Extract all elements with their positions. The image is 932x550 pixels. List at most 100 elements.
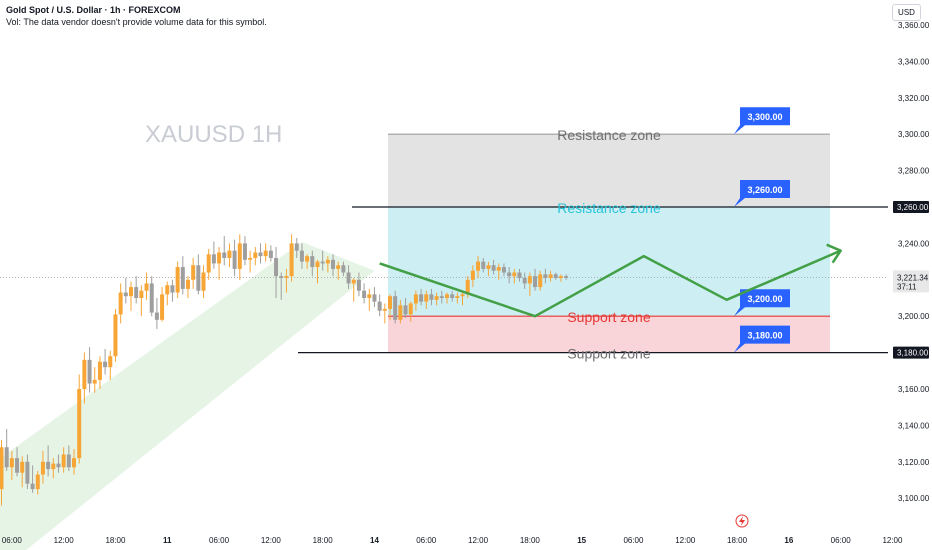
candle-body: [15, 458, 20, 473]
axis-badge: [893, 346, 929, 359]
candle: [253, 247, 258, 266]
candle: [134, 276, 139, 304]
zone-label-2: Support zone: [567, 309, 650, 325]
candle: [248, 250, 253, 273]
price-badge-1: 3,260.00: [734, 180, 790, 207]
lightning-icon: [739, 516, 745, 526]
candle-body: [248, 257, 253, 260]
candle: [367, 288, 372, 311]
candle: [30, 465, 35, 493]
candle-body: [496, 267, 501, 271]
candle-body: [336, 265, 341, 269]
candle-body: [331, 259, 336, 269]
countdown-label: 37:11: [897, 282, 917, 291]
candle: [232, 239, 237, 277]
x-tick-label: 12:00: [468, 536, 489, 545]
symbol-watermark: XAUUSD 1H: [145, 121, 282, 148]
candle: [97, 356, 102, 389]
candle-body: [4, 447, 9, 468]
candle: [103, 348, 108, 375]
candle: [315, 259, 320, 284]
candle-body: [382, 308, 387, 311]
candle-body: [139, 290, 144, 298]
candle: [211, 241, 216, 269]
candle: [4, 429, 9, 471]
candle: [72, 449, 77, 475]
candle-body: [413, 294, 418, 304]
candle-body: [97, 361, 102, 380]
x-tick-label: 18:00: [520, 536, 541, 545]
candle: [289, 234, 294, 282]
candle: [325, 256, 330, 273]
candle-body: [548, 274, 553, 278]
candle-body: [408, 303, 413, 315]
x-tick-label: 06:00: [623, 536, 644, 545]
y-tick-label: 3,340.00: [898, 57, 930, 66]
x-tick-label: 06:00: [416, 536, 437, 545]
candle-body: [450, 294, 455, 298]
candle-body: [196, 265, 201, 291]
candle: [46, 445, 51, 477]
candle: [476, 256, 481, 278]
candle: [77, 374, 82, 464]
x-tick-label: 12:00: [675, 536, 696, 545]
x-tick-label: 06:00: [209, 536, 230, 545]
x-tick-label: 16: [784, 536, 793, 545]
candle: [543, 268, 548, 284]
candle-body: [25, 461, 30, 484]
candle-body: [144, 283, 149, 291]
y-tick-label: 3,300.00: [898, 130, 930, 139]
candle-body: [0, 447, 4, 490]
projection-path: [379, 249, 842, 318]
candle-body: [253, 252, 258, 258]
candle-body: [123, 292, 128, 297]
candle: [310, 250, 315, 277]
candle-body: [274, 257, 279, 277]
candle-body: [346, 272, 351, 284]
candle: [320, 250, 325, 271]
candle: [331, 254, 336, 277]
candle-body: [258, 252, 263, 257]
zone-label-0: Resistance zone: [557, 127, 661, 143]
candle-body: [315, 261, 320, 268]
candle: [206, 248, 211, 280]
candle-body: [538, 274, 543, 288]
candle: [351, 277, 356, 302]
candle-body: [377, 301, 382, 311]
candle-body: [92, 379, 97, 384]
candle-body: [517, 272, 522, 278]
y-tick-label: 3,320.00: [898, 94, 930, 103]
candle: [165, 281, 170, 306]
candle-body: [439, 296, 444, 298]
candle-body: [310, 256, 315, 268]
candle: [305, 254, 310, 269]
candle: [450, 290, 455, 302]
candle: [40, 450, 45, 484]
candle: [9, 450, 14, 480]
candle: [258, 243, 263, 264]
candle-body: [543, 274, 548, 278]
candle: [403, 298, 408, 319]
candle: [87, 347, 92, 393]
candle-body: [217, 252, 222, 264]
candle-body: [424, 294, 429, 302]
price-badge-label: 3,200.00: [747, 294, 782, 304]
candle: [160, 287, 165, 322]
symbol-title: Gold Spot / U.S. Dollar · 1h · FOREXCOM: [6, 5, 181, 15]
candle-body: [279, 276, 284, 278]
candle-body: [227, 250, 232, 258]
candle: [299, 243, 304, 269]
candle-body: [512, 272, 517, 277]
candle-body: [388, 296, 392, 309]
candle: [538, 270, 543, 291]
candle-body: [175, 267, 180, 293]
volume-note: Vol: The data vendor doesn't provide vol…: [6, 17, 267, 27]
candle: [362, 283, 367, 304]
candle-body: [305, 256, 310, 262]
candle: [66, 445, 71, 471]
candle-body: [206, 254, 211, 273]
currency-button[interactable]: USD: [892, 4, 921, 21]
candle-body: [149, 283, 154, 313]
candle: [336, 261, 341, 280]
